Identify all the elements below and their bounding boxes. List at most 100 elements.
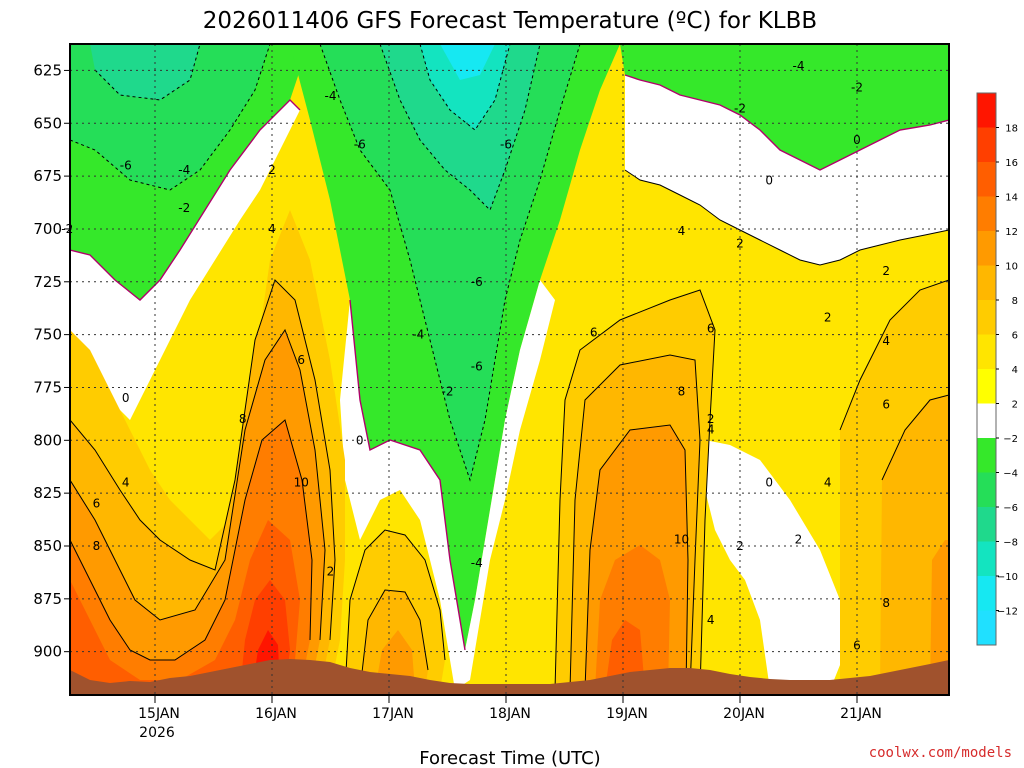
contour-label: 8 — [239, 412, 247, 426]
colorbar-swatch — [977, 472, 996, 508]
zero-band-right — [625, 75, 949, 265]
contour-label: 2 — [736, 539, 744, 553]
contour-label: -2 — [851, 80, 863, 94]
cold-region-left-minus8 — [90, 44, 200, 100]
colorbar-swatch — [977, 334, 996, 370]
colorbar-label: 10 — [1005, 262, 1018, 273]
x-tick-label: 17JAN — [372, 706, 414, 722]
contour-label: 6 — [297, 353, 305, 367]
colorbar-swatch — [977, 231, 996, 266]
contour-label: -6 — [471, 359, 483, 373]
cold-region-middle-minus10 — [420, 44, 510, 130]
terrain — [70, 659, 949, 695]
x-year-label: 2026 — [139, 725, 175, 741]
contour-label: -2 — [734, 101, 746, 115]
y-tick-label: 725 — [33, 273, 62, 291]
y-tick-label: 775 — [33, 378, 62, 396]
x-tick-label: 18JAN — [489, 706, 531, 722]
temperature-field — [70, 44, 949, 695]
contour-label: 2 — [707, 412, 715, 426]
contour-label: 8 — [93, 539, 101, 553]
colorbar-swatch — [977, 438, 996, 473]
contour-label: 4 — [882, 334, 890, 348]
contour-label: -6 — [120, 159, 132, 173]
colorbar-swatch — [977, 369, 996, 404]
colorbar-label: 2 — [1012, 400, 1018, 411]
zero-band-lower-right — [705, 440, 850, 690]
contour-label: -2 — [442, 385, 454, 399]
contour-label: 2 — [795, 533, 803, 547]
chart-title: 2026011406 GFS Forecast Temperature (ºC)… — [203, 8, 817, 34]
contour-label: -4 — [471, 556, 483, 570]
contour-label: 10 — [294, 476, 309, 490]
cold-region-middle-minus6 — [320, 44, 580, 480]
colorbar-swatch — [977, 162, 996, 197]
x-tick-label: 20JAN — [723, 706, 765, 722]
colorbar-label: 6 — [1012, 331, 1018, 342]
contour-label: 6 — [882, 397, 890, 411]
warm-left-12 — [70, 520, 300, 690]
contour-label: 10 — [674, 533, 689, 547]
colorbar-label: 4 — [1012, 365, 1018, 376]
x-tick-label: 15JAN — [138, 706, 180, 722]
colorbar-label: 14 — [1005, 193, 1018, 204]
colorbar-label: −10 — [997, 572, 1018, 583]
credit-link[interactable]: coolwx.com/models — [869, 745, 1012, 761]
colorbar-swatch — [977, 610, 996, 646]
colorbar-swatch — [977, 265, 996, 301]
contour-label: 8 — [678, 385, 686, 399]
contour-label: 4 — [707, 423, 715, 437]
y-tick-label: 825 — [33, 484, 62, 502]
colorbar: 18 16 14 12 10 8 6 4 2 −2 −4 −6 −8 −10 −12 — [976, 92, 1018, 646]
y-tick-label: 625 — [33, 61, 62, 79]
contour-label: 0 — [765, 476, 773, 490]
y-tick-label: 750 — [33, 326, 62, 344]
y-axis: 625 650 675 700 725 750 775 800 825 850 875 900 — [33, 61, 70, 661]
colorbar-swatch — [977, 196, 996, 232]
x-tick-label: 21JAN — [840, 706, 882, 722]
contour-label: 4 — [707, 613, 715, 627]
colorbar-label: 8 — [1012, 296, 1018, 307]
y-tick-label: 700 — [33, 220, 62, 238]
contour-label: -6 — [471, 275, 483, 289]
contour-label: 2 — [327, 564, 335, 578]
colorbar-swatch — [977, 541, 996, 577]
warm-far-right-8 — [930, 540, 949, 690]
contour-label: -6 — [500, 137, 512, 151]
contour-label: -6 — [354, 137, 366, 151]
cold-region-right — [620, 44, 949, 170]
colorbar-swatch — [977, 507, 996, 542]
contour-label: 0 — [356, 433, 364, 447]
y-tick-label: 800 — [33, 431, 62, 449]
colorbar-label: 12 — [1005, 227, 1018, 238]
contour-label: 6 — [93, 497, 101, 511]
contour-label: -2 — [178, 201, 190, 215]
y-tick-label: 900 — [33, 643, 62, 661]
contour-label: 0 — [122, 391, 130, 405]
y-tick-label: 675 — [33, 167, 62, 185]
colorbar-label: −12 — [997, 607, 1018, 618]
contour-label: 6 — [853, 638, 861, 652]
x-tick-label: 19JAN — [606, 706, 648, 722]
dashed-contours — [70, 44, 581, 482]
colorbar-label: −4 — [1003, 469, 1018, 480]
grid-lines — [70, 44, 949, 695]
colorbar-swatch — [977, 576, 996, 611]
colorbar-swatch — [977, 300, 996, 335]
contour-label: 0 — [853, 133, 861, 147]
cold-region-middle-minus12 — [440, 44, 495, 80]
plot-frame — [69, 43, 950, 696]
contour-label: 4 — [824, 476, 832, 490]
x-axis-label: Forecast Time (UTC) — [419, 748, 600, 768]
colorbar-label: −6 — [1003, 503, 1018, 514]
contour-label: 2 — [736, 237, 744, 251]
contour-label: -4 — [793, 59, 805, 73]
contour-label: 2 — [268, 163, 276, 177]
contour-label: -4 — [325, 89, 337, 103]
colorbar-label: 16 — [1005, 158, 1018, 169]
contour-label: 4 — [268, 222, 276, 236]
colorbar-swatch — [977, 127, 996, 163]
colorbar-label: 18 — [1005, 124, 1018, 135]
solid-contours — [70, 169, 949, 691]
